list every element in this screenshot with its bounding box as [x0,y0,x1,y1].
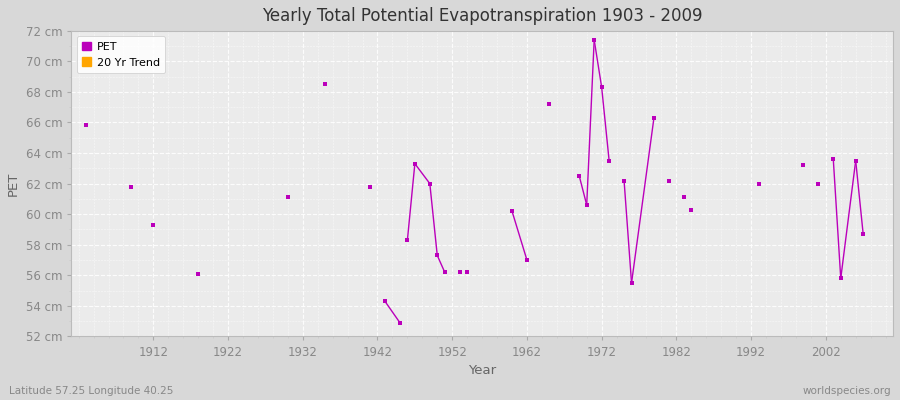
Point [602,158,616,164]
Point [437,269,452,276]
Legend: PET, 20 Yr Trend: PET, 20 Yr Trend [76,36,166,73]
Point [281,194,295,200]
Point [625,280,639,286]
Point [79,122,94,129]
Point [826,156,841,162]
Text: Latitude 57.25 Longitude 40.25: Latitude 57.25 Longitude 40.25 [9,386,174,396]
Point [423,180,437,187]
Point [505,208,519,214]
Point [146,222,160,228]
Title: Yearly Total Potential Evapotranspiration 1903 - 2009: Yearly Total Potential Evapotranspiratio… [262,7,702,25]
Point [580,202,594,208]
Text: worldspecies.org: worldspecies.org [803,386,891,396]
Point [191,270,205,277]
Point [662,177,676,184]
Point [453,269,467,276]
Point [796,162,811,168]
Point [363,184,377,190]
Point [647,115,662,121]
Point [849,158,863,164]
Point [318,81,332,87]
Point [572,173,587,179]
Point [400,237,415,243]
Point [542,101,556,107]
Point [684,206,698,213]
Point [123,184,138,190]
Point [752,180,766,187]
Point [616,177,631,184]
Point [519,257,534,263]
Point [378,298,392,304]
Point [833,275,848,282]
Point [811,180,825,187]
Point [408,160,422,167]
Point [392,320,407,326]
Point [677,194,691,200]
Point [856,231,870,237]
X-axis label: Year: Year [468,364,496,377]
Y-axis label: PET: PET [7,171,20,196]
Point [460,269,474,276]
Point [595,84,609,90]
Point [430,252,445,259]
Point [587,37,601,43]
